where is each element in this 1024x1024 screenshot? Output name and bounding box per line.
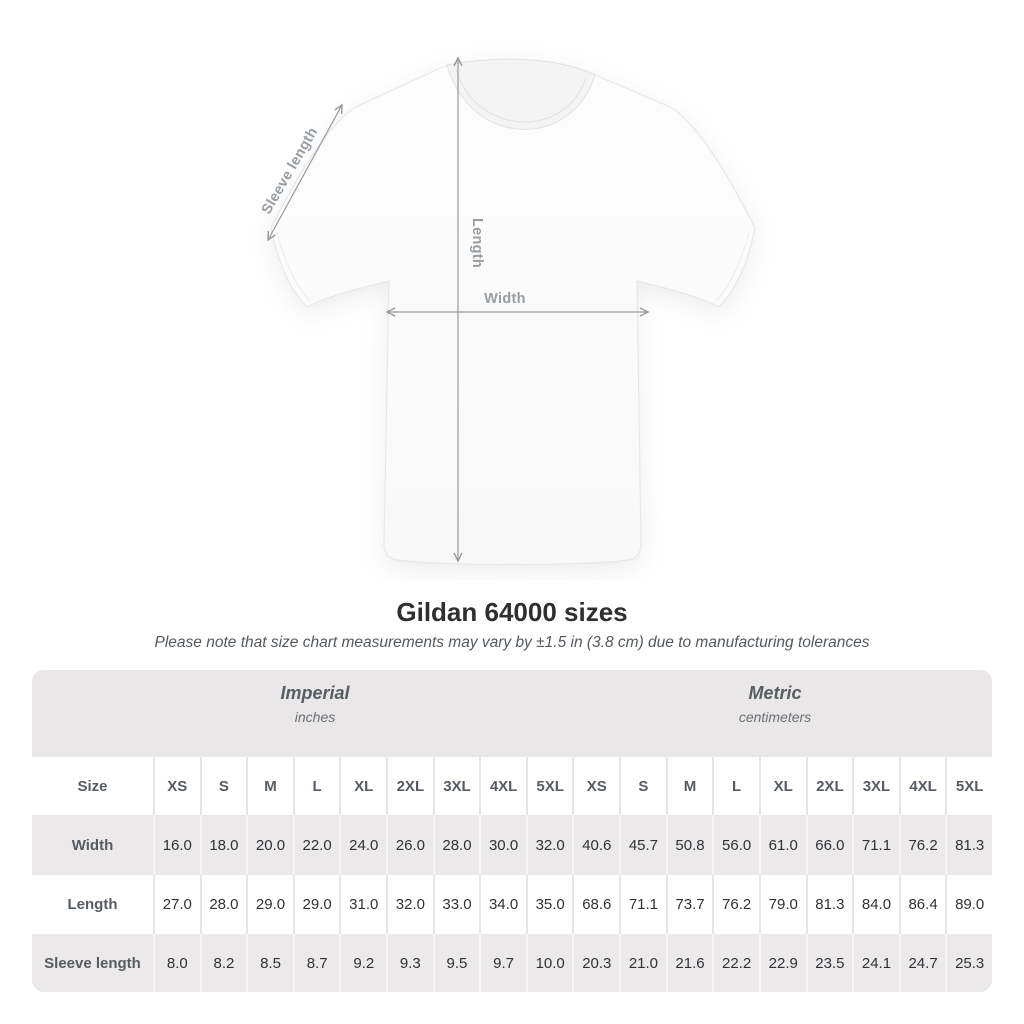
table-cell: 8.0 — [155, 934, 200, 992]
table-cell: 23.5 — [807, 934, 853, 992]
size-column-header-cell: 4XL — [481, 757, 526, 815]
table-cell: 61.0 — [760, 815, 806, 875]
size-column-header-cell: XS — [155, 757, 200, 815]
table-cell: 66.0 — [807, 815, 853, 875]
sleeve-length-arrow — [267, 103, 343, 242]
size-column-header-cell: L — [714, 757, 759, 815]
table-cell: 10.0 — [527, 934, 573, 992]
table-cell: 73.7 — [667, 875, 713, 934]
table-cell: 68.6 — [574, 875, 620, 934]
row-label-length: Length — [32, 875, 153, 934]
table-cell: 30.0 — [481, 815, 526, 875]
table-cell: 79.0 — [760, 875, 806, 934]
table-cell: 81.3 — [947, 815, 992, 875]
size-column-header-cell: L — [294, 757, 340, 815]
table-cell: 9.3 — [388, 934, 433, 992]
size-column-header-cell: 2XL — [388, 757, 433, 815]
table-cell: 25.3 — [947, 934, 992, 992]
table-row-width: Width 16.0 18.0 20.0 22.0 24.0 26.0 28.0 30.0 32… — [32, 815, 992, 875]
imperial-unit-group: Imperial inches — [280, 683, 349, 725]
table-cell: 89.0 — [947, 875, 992, 934]
table-row-length: Length 27.0 28.0 29.0 29.0 31.0 32.0 33.0 34.0 3… — [32, 875, 992, 934]
table-cell: 27.0 — [155, 875, 200, 934]
table-cell: 71.1 — [854, 815, 899, 875]
width-label: Width — [484, 291, 526, 307]
table-cell: 32.0 — [527, 815, 573, 875]
table-cell: 29.0 — [294, 875, 340, 934]
row-label-width: Width — [32, 815, 153, 875]
length-label: Length — [469, 217, 485, 269]
table-cell: 35.0 — [527, 875, 573, 934]
table-cell: 8.5 — [248, 934, 293, 992]
size-chart-table: Imperial inches Metric centimeters Size … — [32, 670, 992, 992]
table-cell: 31.0 — [341, 875, 387, 934]
table-cell: 22.9 — [760, 934, 806, 992]
table-cell: 9.2 — [341, 934, 387, 992]
tshirt-measurement-diagram: Sleeve length Length Width — [259, 56, 756, 566]
table-cell: 24.1 — [854, 934, 899, 992]
tolerance-note: Please note that size chart measurements… — [154, 634, 870, 651]
size-column-header-cell: M — [248, 757, 293, 815]
table-row-sleeve-length: Sleeve length 8.0 8.2 8.5 8.7 9.2 9.3 9.5 9.7 10… — [32, 934, 992, 992]
size-column-header-cell: 2XL — [807, 757, 853, 815]
table-cell: 45.7 — [621, 815, 666, 875]
table-cell: 20.3 — [574, 934, 620, 992]
table-cell: 81.3 — [807, 875, 853, 934]
size-column-header-cell: 3XL — [854, 757, 899, 815]
table-cell: 24.7 — [900, 934, 946, 992]
size-column-header-cell: S — [201, 757, 247, 815]
size-column-header-cell: XL — [760, 757, 806, 815]
table-cell: 76.2 — [900, 815, 946, 875]
size-header-row: Size XS S M L XL 2XL 3XL 4XL 5XL XS S M L XL 2XL 3XL 4XL… — [32, 757, 992, 815]
unit-header-band: Imperial inches Metric centimeters — [32, 670, 992, 757]
table-cell: 20.0 — [248, 815, 293, 875]
tshirt-collar-opening — [446, 58, 596, 130]
table-cell: 28.0 — [201, 875, 247, 934]
table-cell: 22.2 — [714, 934, 759, 992]
size-column-header-cell: 4XL — [900, 757, 946, 815]
table-cell: 86.4 — [900, 875, 946, 934]
table-cell: 18.0 — [201, 815, 247, 875]
right-sleeve-seam — [715, 232, 750, 302]
size-column-header-cell: XS — [574, 757, 620, 815]
size-column-header-cell: 5XL — [527, 757, 573, 815]
size-column-header-cell: 5XL — [947, 757, 992, 815]
metric-label: Metric — [748, 683, 802, 703]
size-column-header-cell: 3XL — [434, 757, 480, 815]
table-cell: 32.0 — [388, 875, 433, 934]
metric-unit-group: Metric centimeters — [739, 683, 811, 725]
table-cell: 34.0 — [481, 875, 526, 934]
table-cell: 76.2 — [714, 875, 759, 934]
table-cell: 26.0 — [388, 815, 433, 875]
tshirt-illustration — [267, 56, 756, 566]
table-cell: 22.0 — [294, 815, 340, 875]
metric-unit: centimeters — [738, 709, 812, 725]
table-cell: 84.0 — [854, 875, 899, 934]
size-column-header-cell: XL — [341, 757, 387, 815]
table-cell: 8.2 — [201, 934, 247, 992]
page-title: Gildan 64000 sizes — [396, 597, 628, 627]
imperial-unit: inches — [294, 709, 336, 725]
size-column-header: Size — [32, 757, 153, 815]
table-cell: 33.0 — [434, 875, 480, 934]
size-column-header-cell: S — [621, 757, 666, 815]
tshirt-collar-ribbing — [455, 68, 587, 123]
table-cell: 8.7 — [294, 934, 340, 992]
size-column-header-cell: M — [667, 757, 713, 815]
table-cell: 9.7 — [481, 934, 526, 992]
table-cell: 9.5 — [434, 934, 480, 992]
table-cell: 16.0 — [155, 815, 200, 875]
table-cell: 24.0 — [341, 815, 387, 875]
table-cell: 21.0 — [621, 934, 666, 992]
table-cell: 28.0 — [434, 815, 480, 875]
imperial-label: Imperial — [280, 683, 350, 703]
table-cell: 40.6 — [574, 815, 620, 875]
table-cell: 56.0 — [714, 815, 759, 875]
table-cell: 71.1 — [621, 875, 666, 934]
table-cell: 29.0 — [248, 875, 293, 934]
table-cell: 21.6 — [667, 934, 713, 992]
table-cell: 50.8 — [667, 815, 713, 875]
row-label-sleeve-length: Sleeve length — [32, 934, 153, 992]
